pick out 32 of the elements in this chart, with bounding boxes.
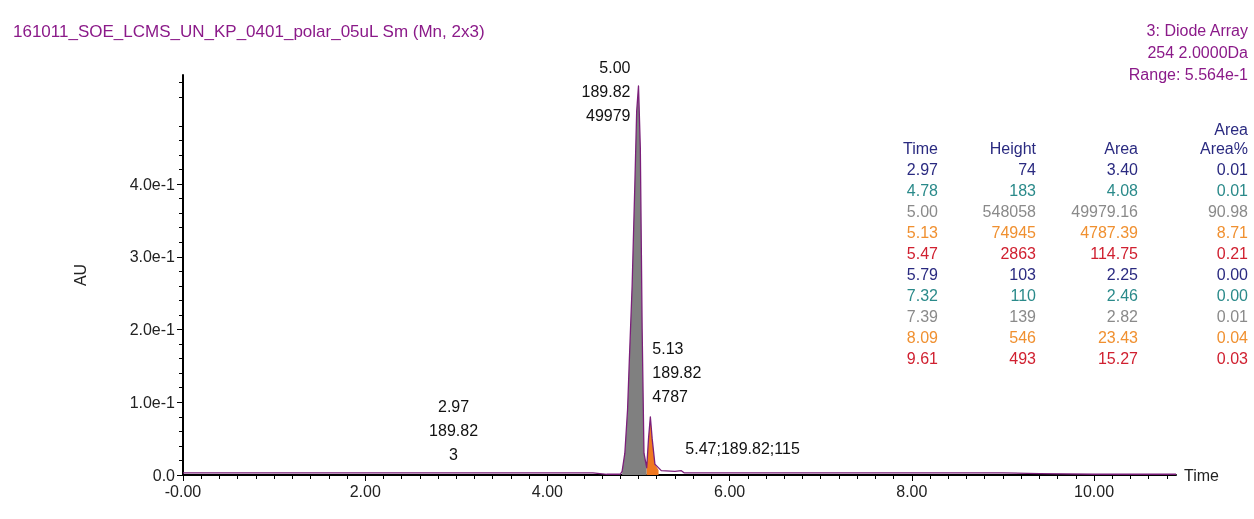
y-tick-label: 1.0e-1 xyxy=(129,393,176,411)
y-tick-label: 3.0e-1 xyxy=(129,248,176,266)
text: 5.00 548058 49979.16 90.98 xyxy=(906,203,1248,220)
text: 2.97 74 3.40 0.01 xyxy=(906,161,1248,178)
y-tick-label: 0.0 xyxy=(152,466,176,484)
text: Time Height Area Area Area% xyxy=(903,121,1248,157)
text: 3: Diode Array xyxy=(1146,21,1248,39)
annotation: Range: 5.564e-1 xyxy=(1128,65,1249,83)
y-tick-label: 2.0e-1 xyxy=(129,321,176,339)
x-tick-label: 2.00 xyxy=(349,482,381,500)
y-axis-title: AU xyxy=(71,263,89,287)
annotation: 5.47;189.82;115 xyxy=(685,440,800,458)
x-tick-label: 10.00 xyxy=(1073,482,1115,500)
annotation: 5.13 189.82 4787 xyxy=(652,340,702,406)
text: 8.09 546 23.43 0.04 xyxy=(906,329,1248,346)
y-tick-label: 4.0e-1 xyxy=(129,175,176,193)
text: 254 2.0000Da xyxy=(1147,43,1249,61)
x-tick-label: 8.00 xyxy=(896,482,928,500)
x-axis-title: Time xyxy=(1184,466,1220,484)
annotation: 2.97 189.82 3 xyxy=(429,398,479,464)
text: 5.79 103 2.25 0.00 xyxy=(906,266,1248,283)
chart-title: 161011_SOE_LCMS_UN_KP_0401_polar_05uL Sm (Mn, 2x3) xyxy=(13,22,485,41)
text: 7.32 110 2.46 0.00 xyxy=(906,287,1248,304)
x-tick-label: 4.00 xyxy=(531,482,564,500)
text: 5.13 74945 4787.39 8.71 xyxy=(906,224,1248,241)
text: 7.39 139 2.82 0.01 xyxy=(906,308,1248,325)
text: 4.78 183 4.08 0.01 xyxy=(906,182,1248,199)
x-tick-label: -0.00 xyxy=(164,482,202,500)
annotation: 5.00 189.82 49979 xyxy=(581,59,631,125)
text: 9.61 493 15.27 0.03 xyxy=(906,350,1248,367)
x-tick-label: 6.00 xyxy=(714,482,746,500)
text: 5.47 2863 114.75 0.21 xyxy=(906,245,1248,262)
